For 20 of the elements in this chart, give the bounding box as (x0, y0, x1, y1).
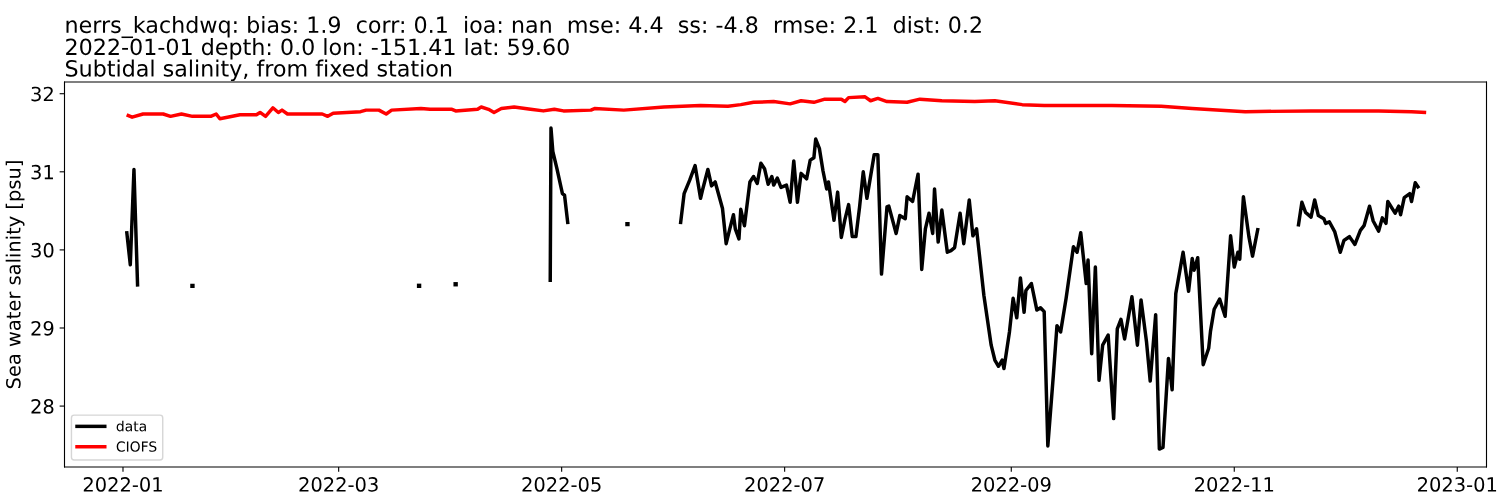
x-tick-label: 2022-01 (83, 477, 162, 492)
y-tick-label: 29 (31, 320, 54, 336)
x-tick-label: 2022-11 (1195, 477, 1274, 492)
line-series (124, 95, 1428, 121)
x-tick-label: 2022-05 (522, 477, 601, 492)
y-tick-label: 30 (31, 242, 54, 258)
legend-label: data (116, 420, 146, 432)
y-axis-title: Sea water salinity [psu] (5, 161, 25, 389)
point (453, 282, 458, 287)
point (190, 283, 195, 289)
x-tick-label: 2023-01 (1418, 477, 1497, 492)
y-tick-label: 28 (31, 399, 54, 414)
y-tick-label: 32 (31, 86, 53, 102)
x-tick-label: 2022-09 (972, 477, 1051, 492)
legend-label: CIOFS (116, 441, 157, 452)
point (625, 221, 630, 227)
y-tick-label: 31 (31, 164, 53, 180)
x-tick-label: 2022-03 (299, 477, 378, 492)
x-tick-label: 2022-07 (745, 477, 824, 492)
chart-title: nerrs_kachdwq: bias: 1.9 corr: 0.1 ioa: nan mse: 4.4 ss: -4.8 rmse: 2.1 dist: 0.2 2022-01-01 depth: 0.0 lon: -151.41 lat: 59.60 Subtidal salinity, from fixed station (65, 15, 981, 82)
